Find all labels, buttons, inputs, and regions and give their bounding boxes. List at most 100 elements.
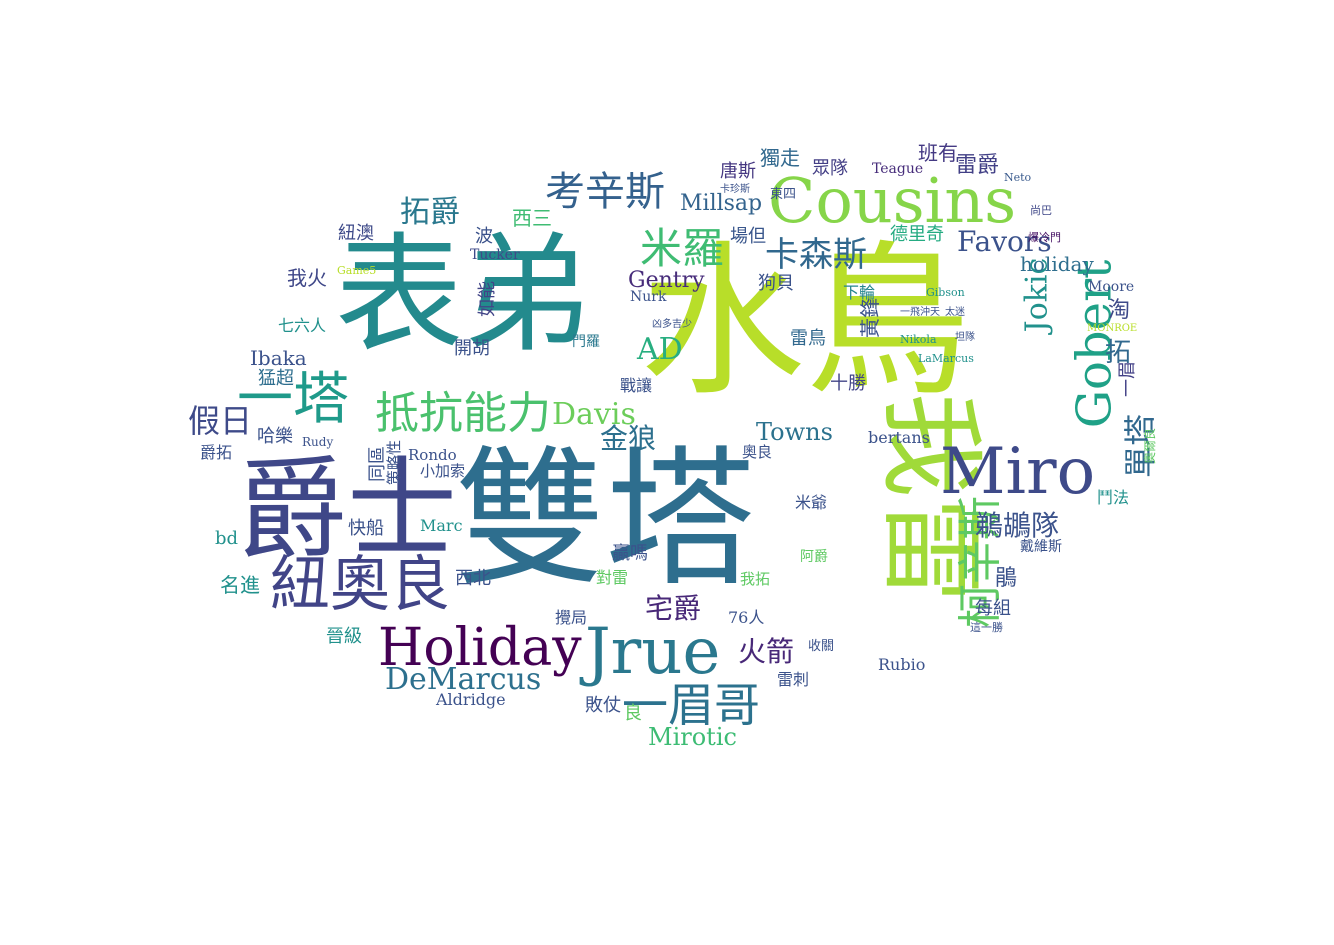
word-76人: 76人 [728, 608, 765, 627]
word-策略性: 策略性 [385, 439, 404, 486]
word-黃鋒: 黃鋒 [858, 298, 882, 338]
word-宅爵: 宅爵 [645, 592, 702, 625]
word-狗貝: 狗貝 [758, 273, 794, 294]
word-對雷: 對雷 [596, 568, 629, 587]
word-鵜鶘隊: 鵜鶘隊 [975, 509, 1060, 542]
word-雷鳥: 雷鳥 [790, 328, 826, 349]
word-卡森斯: 卡森斯 [765, 235, 867, 275]
word-moore: Moore [1088, 279, 1135, 295]
word-爵士: 爵士 [237, 446, 457, 574]
word-holiday: Holiday [378, 618, 582, 678]
word-favors: Favors [957, 225, 1052, 258]
word-金狼: 金狼 [600, 422, 657, 455]
word-鵑: 鵑 [995, 566, 1018, 591]
word-gentry: Gentry [628, 268, 705, 293]
word-西北: 西北 [455, 568, 491, 589]
word-火箭: 火箭 [738, 635, 795, 668]
word-aldridge: Aldridge [436, 690, 506, 709]
word-一飛沖天: 一飛沖天 [900, 307, 940, 318]
word-坦隊: 坦隊 [955, 332, 975, 343]
word-millsap: Millsap [680, 191, 763, 216]
word-哈樂: 哈樂 [257, 426, 293, 447]
word-miro: Miro [940, 435, 1096, 509]
word-marc: Marc [420, 516, 463, 535]
word-卡珍斯: 卡珍斯 [720, 184, 750, 195]
word-holiday-small: holiday [1020, 252, 1094, 276]
word-七六人: 七六人 [278, 316, 327, 335]
word-德里奇: 德里奇 [890, 224, 944, 245]
word-monroe: MONROE [1087, 323, 1138, 334]
word-neto: Neto [1004, 171, 1032, 184]
word-拓: 拓 [1105, 338, 1132, 368]
word-每組: 每組 [975, 598, 1011, 619]
word-ad: AD [637, 332, 683, 367]
word-尚巴: 尚巴 [1030, 204, 1052, 217]
word-一塔: 一塔 [237, 367, 349, 432]
word-bd: bd [215, 528, 239, 549]
word-我火: 我火 [287, 266, 327, 290]
word-game5: Game5 [337, 264, 377, 277]
word-晉級: 晉級 [326, 626, 362, 647]
word-假日: 假日 [188, 402, 253, 440]
word-考辛斯: 考辛斯 [545, 169, 665, 215]
word-cousins: Cousins [768, 164, 1017, 237]
word-東四: 東四 [770, 187, 797, 202]
word-米羅: 米羅 [640, 224, 725, 273]
word-towns: Towns [756, 418, 833, 446]
word-rondo: Rondo [408, 446, 457, 464]
word-快船: 快船 [348, 518, 384, 539]
word-奧爾良: 奧爾良 [1143, 427, 1158, 465]
word-名進: 名進 [220, 573, 260, 597]
word-良: 良 [624, 703, 642, 724]
word-lamarcus: LaMarcus [918, 352, 974, 365]
word-小加索: 小加索 [420, 462, 466, 480]
word-雙塔: 雙塔 [455, 433, 756, 607]
word-凶多吉少: 凶多吉少 [652, 319, 692, 330]
word-我拓: 我拓 [740, 570, 771, 588]
word-戰讓: 戰讓 [620, 376, 653, 395]
word-場但: 場但 [730, 226, 766, 247]
word-淘: 淘 [1108, 298, 1131, 323]
word-唐斯: 唐斯 [720, 161, 756, 182]
word-贏嗎: 贏嗎 [612, 543, 648, 564]
word-爵拓: 爵拓 [200, 443, 233, 462]
word-爆冷門: 爆冷門 [1028, 231, 1061, 244]
word-拓爵: 拓爵 [400, 195, 460, 230]
word-雷刺: 雷刺 [777, 670, 810, 689]
word-ibaka: Ibaka [250, 346, 307, 370]
word-水鳥: 水鳥 [640, 226, 970, 418]
word-戴維斯: 戴維斯 [1020, 539, 1062, 555]
word-一眉: 一眉 [1117, 361, 1138, 397]
word-rudy: Rudy [302, 435, 334, 449]
word-demarcus: DeMarcus [385, 662, 542, 697]
word-敗仗: 敗仗 [585, 695, 621, 716]
word-眾隊: 眾隊 [812, 158, 848, 179]
word-奧良: 奧良 [742, 443, 773, 461]
word-收關: 收關 [808, 639, 835, 654]
word-下輪: 下輪 [843, 283, 876, 302]
word-雷爵: 雷爵 [955, 153, 1000, 178]
word-nikola: Nikola [900, 333, 937, 346]
word-猛超: 猛超 [258, 368, 294, 389]
word-gibson: Gibson [926, 286, 965, 299]
word-一眉哥: 一眉哥 [622, 678, 760, 732]
word-tucker: Tucker [470, 247, 520, 263]
word-jrue: Jrue [585, 615, 721, 689]
word-鬥法: 鬥法 [1097, 488, 1130, 507]
word-rubio: Rubio [878, 655, 926, 674]
word-阿爵: 阿爵 [800, 549, 828, 565]
word-紐奧良: 紐奧良 [270, 550, 450, 620]
word-獨走: 獨走 [760, 146, 800, 170]
word-攪局: 攪局 [555, 608, 588, 627]
word-開胡: 開胡 [454, 338, 490, 359]
word-nurk: Nurk [630, 289, 667, 305]
word-bertans: bertans [868, 428, 930, 447]
word-抵抗能力: 抵抗能力 [375, 388, 551, 439]
word-波: 波 [475, 226, 493, 247]
word-米爺: 米爺 [795, 493, 828, 512]
word-表弟: 表弟 [335, 221, 592, 370]
word-紐澳: 紐澳 [338, 223, 374, 244]
word-teague: Teague [872, 161, 924, 177]
word-西三: 西三 [512, 206, 552, 230]
